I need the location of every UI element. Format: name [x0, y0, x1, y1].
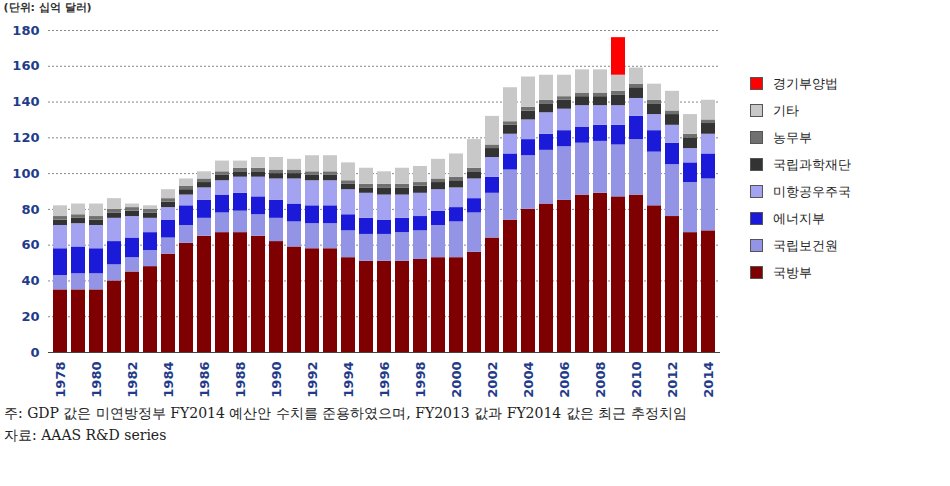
svg-text:1994: 1994	[341, 362, 356, 398]
html-text:국방부: 국방부	[773, 264, 812, 280]
svg-text:1996: 1996	[377, 362, 392, 398]
svg-text:100: 100	[12, 166, 39, 181]
svg-text:2004: 2004	[521, 362, 536, 398]
svg-text:0: 0	[30, 345, 39, 360]
svg-text:60: 60	[21, 237, 39, 252]
html-text:국립보건원: 국립보건원	[773, 237, 838, 253]
html-text:경기부양법: 경기부양법	[773, 75, 838, 91]
svg-text:2010: 2010	[629, 362, 644, 398]
svg-text:1986: 1986	[197, 362, 212, 398]
svg-text:2002: 2002	[485, 362, 500, 398]
html-text:기타: 기타	[773, 102, 799, 118]
svg-text:2006: 2006	[557, 362, 572, 398]
svg-text:2014: 2014	[701, 362, 716, 398]
html-text:미항공우주국: 미항공우주국	[773, 183, 851, 199]
svg-text:40: 40	[21, 273, 39, 288]
svg-text:1978: 1978	[53, 362, 68, 398]
svg-text:20: 20	[21, 309, 39, 324]
html-text:자료: AAAS R&D series: 자료: AAAS R&D series	[4, 427, 167, 444]
svg-text:1982: 1982	[125, 362, 140, 398]
svg-text:120: 120	[12, 130, 39, 145]
svg-text:2000: 2000	[449, 362, 464, 398]
html-text:국립과학재단: 국립과학재단	[773, 156, 851, 172]
svg-text:2008: 2008	[593, 362, 608, 398]
html-text:에너지부: 에너지부	[773, 210, 825, 226]
html-text:주: GDP 값은 미연방정부 FY2014 예산안 수치를: 주: GDP 값은 미연방정부 FY2014 예산안 수치를 준용하였으며, F…	[4, 405, 687, 421]
svg-text:1998: 1998	[413, 362, 428, 398]
svg-text:2012: 2012	[665, 362, 680, 398]
svg-text:140: 140	[12, 94, 39, 109]
svg-text:1984: 1984	[161, 362, 176, 398]
svg-text:80: 80	[21, 202, 39, 217]
svg-text:(단위: 십억 달러): (단위: 십억 달러)	[4, 1, 92, 14]
svg-text:1992: 1992	[305, 362, 320, 398]
svg-text:180: 180	[12, 23, 39, 38]
svg-text:160: 160	[12, 58, 39, 73]
svg-text:1988: 1988	[233, 362, 248, 398]
html-text:농무부: 농무부	[773, 129, 812, 145]
svg-text:1980: 1980	[89, 362, 104, 398]
svg-text:1990: 1990	[269, 362, 284, 398]
